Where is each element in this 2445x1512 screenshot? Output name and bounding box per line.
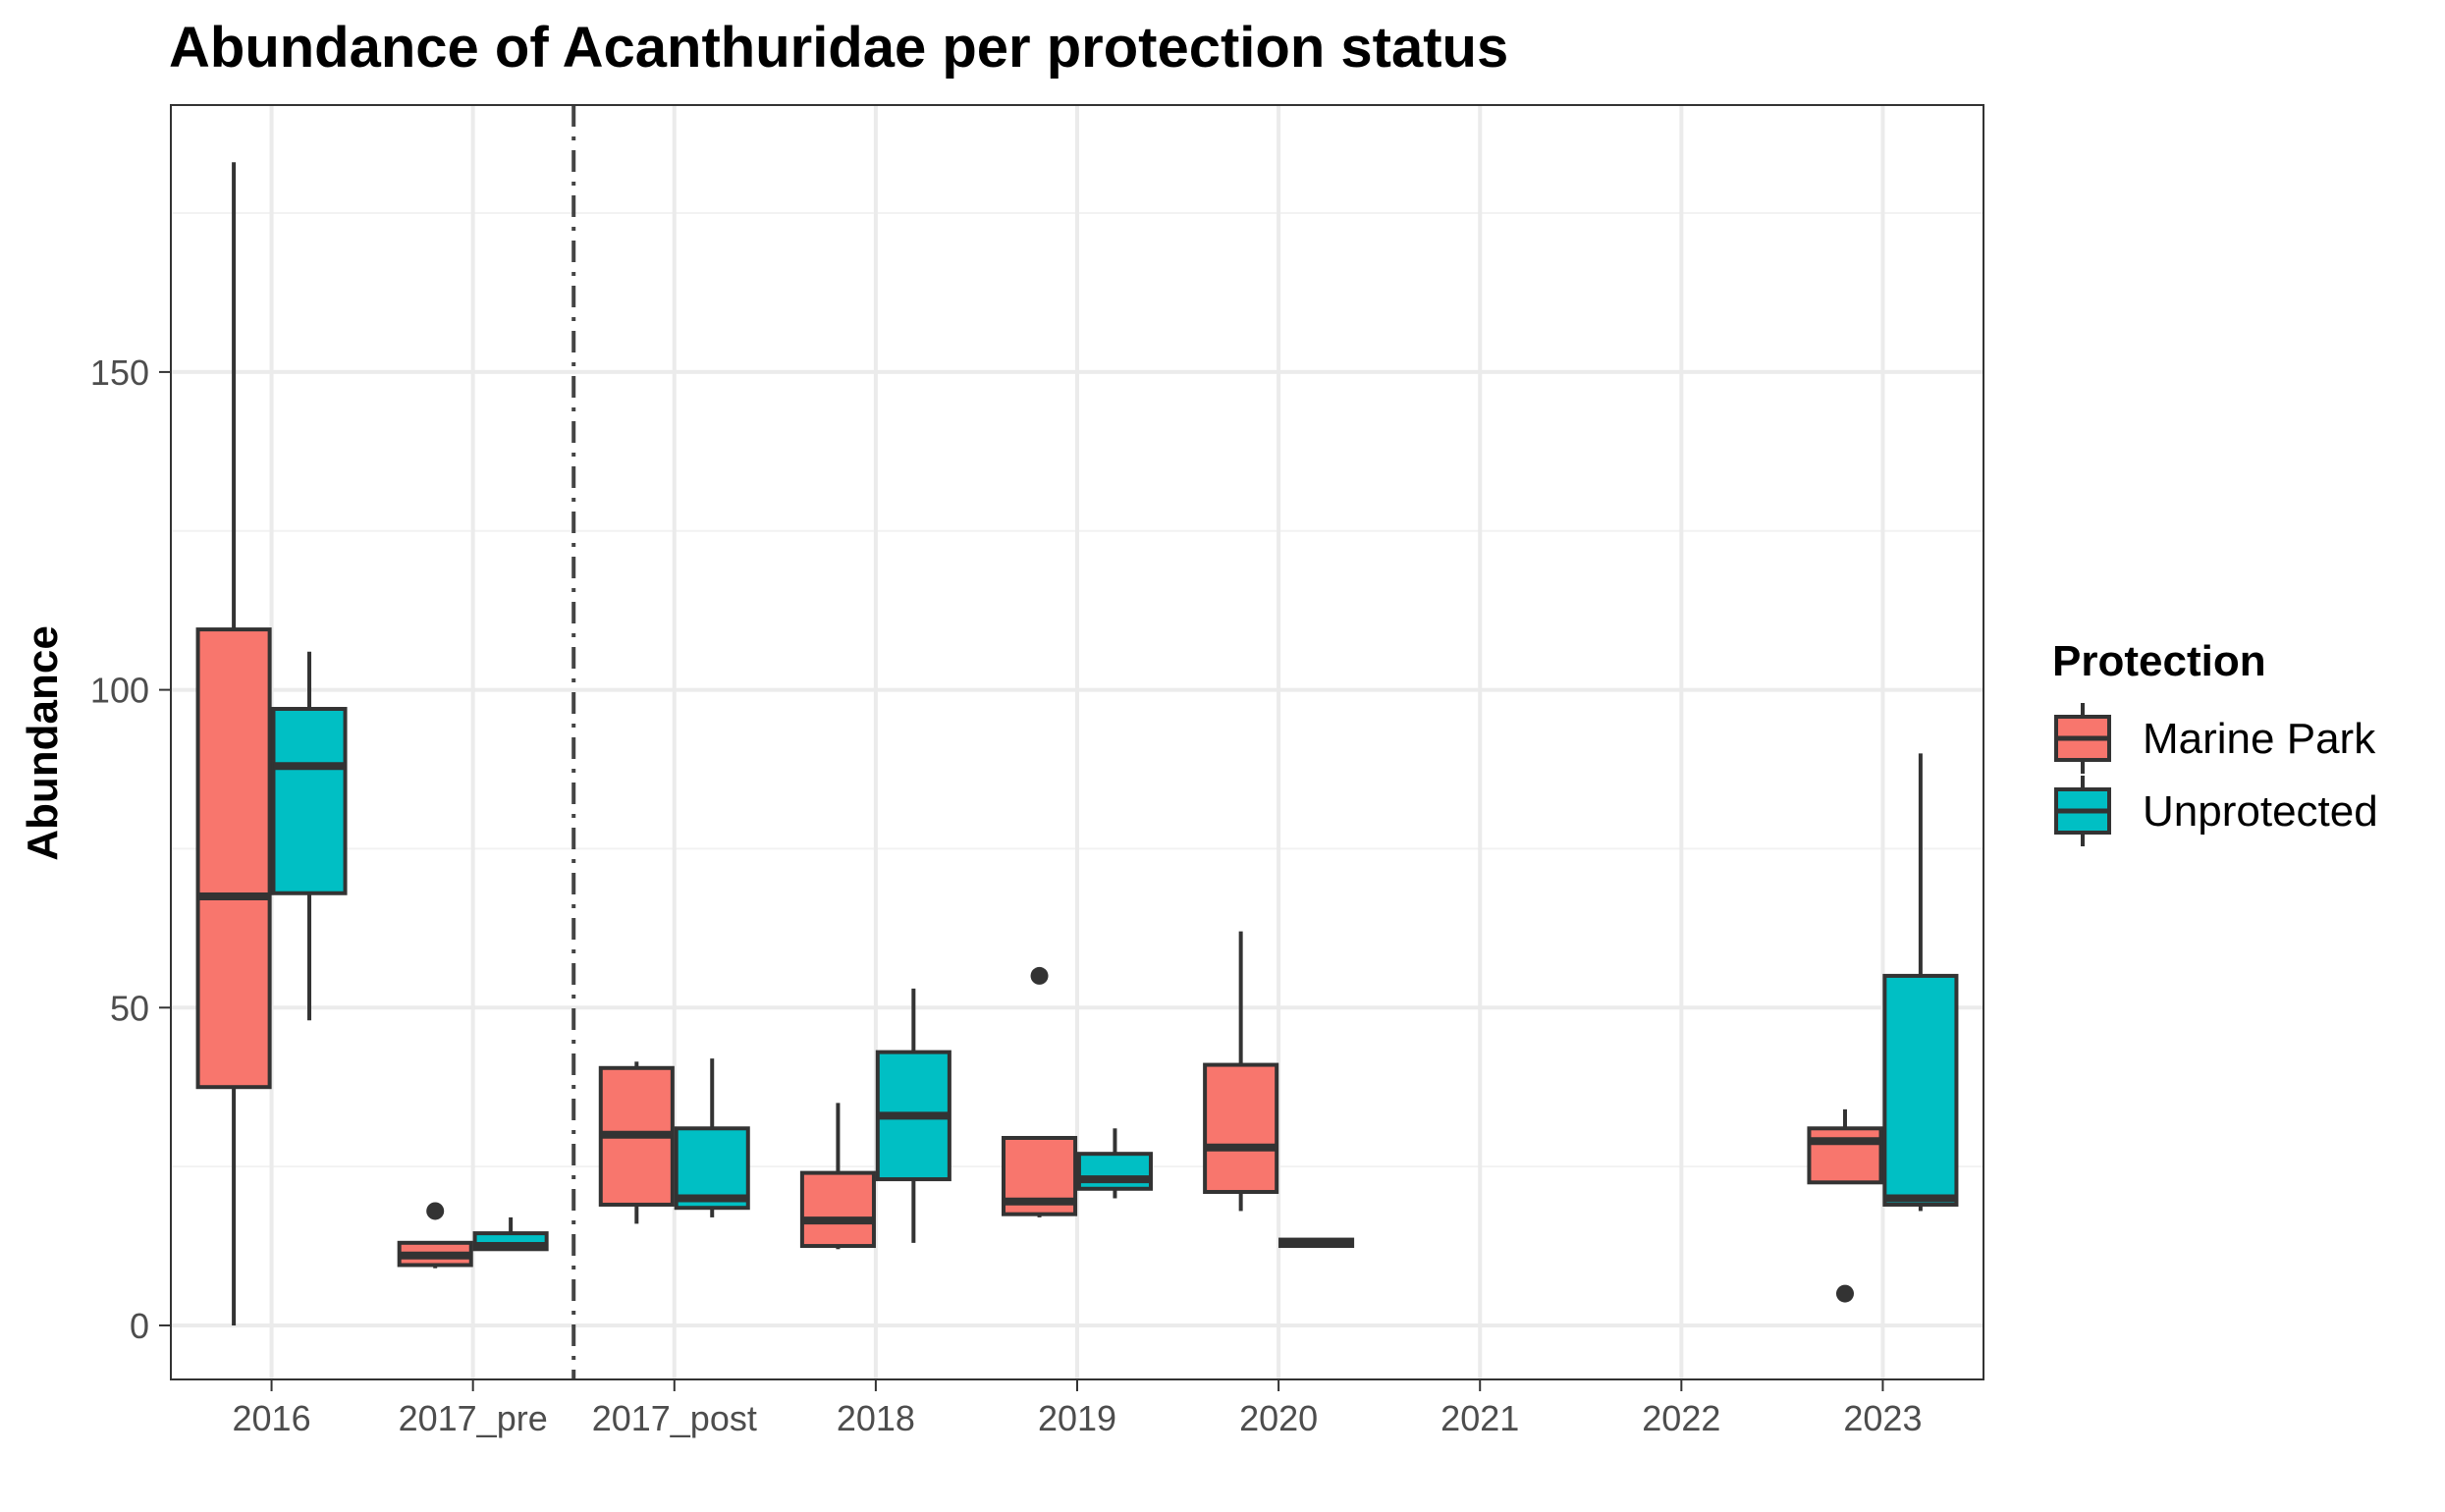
box-body: [271, 707, 348, 895]
box-unprotected-2017_post: [674, 1058, 750, 1217]
x-tick-label: 2019: [1038, 1398, 1116, 1438]
box-unprotected-2018: [875, 988, 951, 1243]
box-body: [799, 1170, 876, 1249]
y-tick-label: 150: [90, 352, 149, 393]
y-tick-label: 50: [110, 988, 149, 1028]
x-tick-label: 2023: [1843, 1398, 1922, 1438]
x-tick-label: 2022: [1642, 1398, 1720, 1438]
x-tick-label: 2018: [837, 1398, 915, 1438]
box-unprotected-2016: [271, 651, 348, 1021]
box-marine-park-2017_pre: [397, 1202, 473, 1269]
box-marine-park-2017_post: [598, 1061, 675, 1224]
box-unprotected-2020: [1278, 1237, 1355, 1249]
x-tick-label: 2017_post: [592, 1398, 757, 1438]
plot-panel: 0 50 100 150 2016 2017_pre 2017_post 2018 2019 20…: [90, 104, 1984, 1438]
legend-label: Marine Park: [2143, 715, 2376, 763]
legend-item-marine-park: Marine Park: [2054, 703, 2376, 774]
box-marine-park-2018: [799, 1103, 876, 1250]
outlier-point: [1030, 966, 1049, 985]
box-unprotected-2023: [1882, 753, 1959, 1212]
x-tick-label: 2016: [233, 1398, 311, 1438]
chart-title: Abundance of Acanthuridae per protection…: [169, 16, 1508, 80]
box-body: [1882, 973, 1959, 1207]
outlier-point: [426, 1202, 445, 1220]
y-tick-label: 0: [130, 1306, 149, 1346]
y-tick-label: 100: [90, 671, 149, 711]
box-body: [1807, 1126, 1883, 1185]
legend-title: Protection: [2052, 637, 2266, 685]
y-axis-title: Abundance: [19, 625, 67, 861]
box-marine-park-2019: [1002, 966, 1078, 1217]
legend-label: Unprotected: [2143, 787, 2378, 836]
box-marine-park-2016: [195, 162, 272, 1325]
outlier-point: [1835, 1284, 1854, 1303]
box-marine-park-2023: [1807, 1108, 1883, 1303]
box-body: [1076, 1152, 1153, 1191]
box-unprotected-2017_pre: [472, 1216, 549, 1252]
box-body: [1203, 1062, 1279, 1195]
x-tick-label: 2020: [1239, 1398, 1318, 1438]
x-tick-label: 2021: [1440, 1398, 1519, 1438]
box-marine-park-2020: [1203, 931, 1279, 1212]
box-unprotected-2019: [1076, 1128, 1153, 1199]
box-body: [195, 627, 272, 1090]
legend: Protection Marine Park Unprotected: [2052, 637, 2378, 846]
x-tick-label: 2017_pre: [399, 1398, 548, 1438]
legend-item-unprotected: Unprotected: [2054, 776, 2378, 846]
